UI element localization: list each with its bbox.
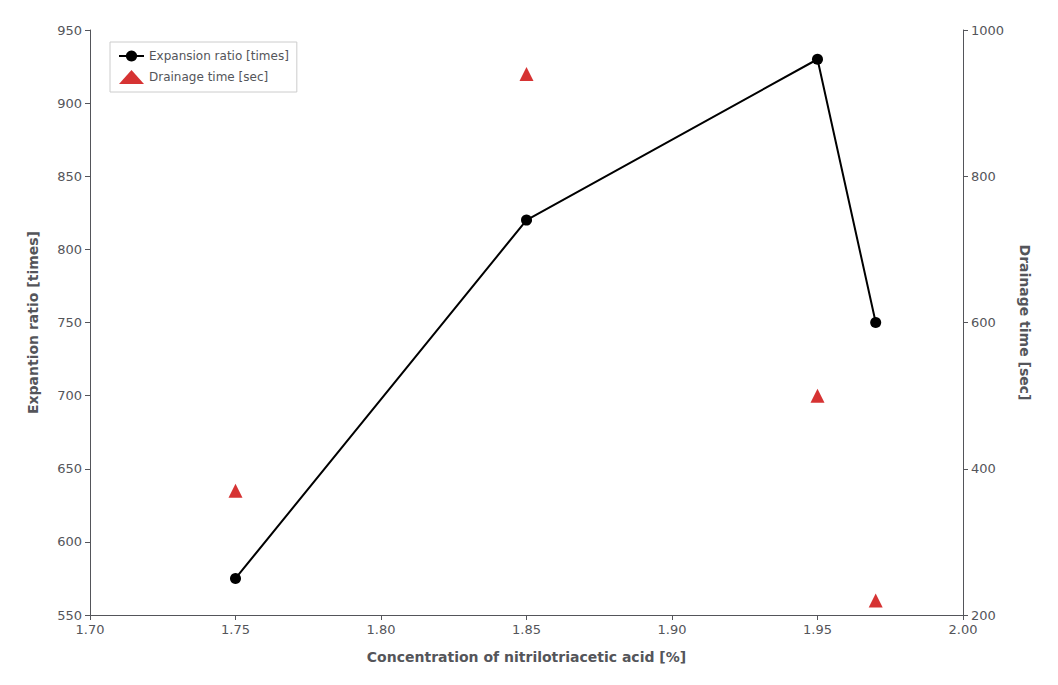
svg-text:700: 700 bbox=[57, 388, 82, 403]
svg-text:1.75: 1.75 bbox=[221, 622, 250, 637]
svg-text:650: 650 bbox=[57, 461, 82, 476]
svg-text:900: 900 bbox=[57, 96, 82, 111]
svg-text:Expansion ratio [times]: Expansion ratio [times] bbox=[149, 49, 289, 63]
svg-text:400: 400 bbox=[971, 461, 996, 476]
svg-text:800: 800 bbox=[971, 169, 996, 184]
svg-text:1.70: 1.70 bbox=[76, 622, 105, 637]
svg-text:2.00: 2.00 bbox=[949, 622, 978, 637]
svg-text:750: 750 bbox=[57, 315, 82, 330]
svg-text:Drainage time [sec]: Drainage time [sec] bbox=[1017, 245, 1033, 401]
svg-text:Drainage time [sec]: Drainage time [sec] bbox=[149, 70, 268, 84]
svg-text:1000: 1000 bbox=[971, 23, 1004, 38]
svg-text:600: 600 bbox=[971, 315, 996, 330]
svg-text:1.90: 1.90 bbox=[658, 622, 687, 637]
svg-text:Concentration of nitrilotriace: Concentration of nitrilotriacetic acid [… bbox=[367, 649, 686, 665]
svg-text:850: 850 bbox=[57, 169, 82, 184]
svg-text:600: 600 bbox=[57, 534, 82, 549]
svg-text:200: 200 bbox=[971, 608, 996, 623]
svg-text:950: 950 bbox=[57, 23, 82, 38]
svg-text:1.80: 1.80 bbox=[367, 622, 396, 637]
svg-text:1.95: 1.95 bbox=[803, 622, 832, 637]
svg-text:Expantion ratio [times]: Expantion ratio [times] bbox=[25, 231, 41, 414]
svg-text:800: 800 bbox=[57, 242, 82, 257]
svg-text:1.85: 1.85 bbox=[512, 622, 541, 637]
svg-text:550: 550 bbox=[57, 608, 82, 623]
